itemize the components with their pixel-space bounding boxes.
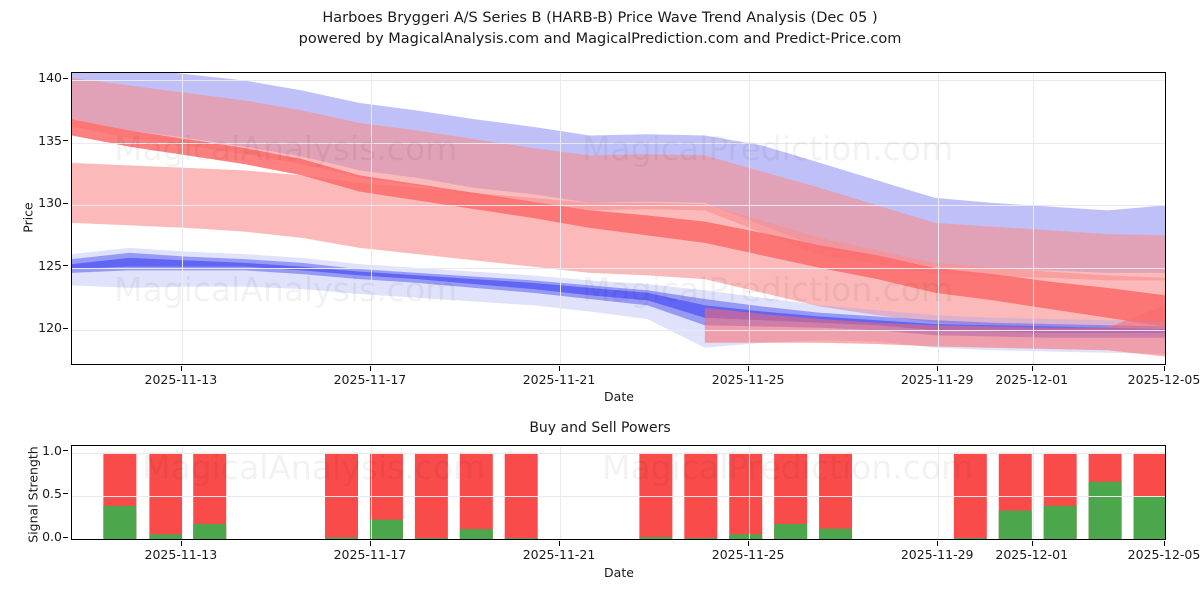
price-plot-area: MagicalAnalysis.com MagicalPrediction.co… bbox=[71, 72, 1166, 365]
buy-power-bar bbox=[639, 537, 673, 539]
price-y-tick-mark bbox=[63, 265, 68, 267]
signal-gridline-v bbox=[181, 446, 183, 539]
price-x-tick-mark bbox=[1164, 366, 1165, 371]
buy-power-bar bbox=[1043, 505, 1077, 539]
price-x-tick: 2025-11-21 bbox=[504, 366, 614, 387]
price-gridline-v bbox=[181, 73, 183, 364]
buy-power-bar bbox=[819, 528, 853, 539]
signal-x-tick: 2025-11-21 bbox=[504, 541, 614, 562]
price-gridline-h bbox=[72, 330, 1165, 332]
signal-x-tick-mark bbox=[1164, 541, 1165, 546]
signal-plot-area: MagicalAnalysis.com MagicalPrediction.co… bbox=[71, 445, 1166, 540]
buy-power-bar bbox=[103, 505, 137, 539]
price-y-tick: 140 bbox=[14, 70, 68, 85]
signal-x-tick: 2025-11-17 bbox=[315, 541, 425, 562]
signal-y-tick-mark bbox=[63, 450, 68, 452]
price-axis-x-label: Date bbox=[604, 389, 634, 404]
price-y-tick: 135 bbox=[14, 133, 68, 148]
signal-gridline-h bbox=[72, 452, 1165, 454]
signal-x-tick-mark bbox=[369, 541, 371, 546]
price-x-tick-mark bbox=[937, 366, 939, 371]
price-gridline-v bbox=[1032, 73, 1034, 364]
price-y-tick: 125 bbox=[14, 258, 68, 273]
buy-power-bar bbox=[149, 534, 183, 539]
chart-title-block: Harboes Bryggeri A/S Series B (HARB-B) P… bbox=[0, 8, 1200, 50]
chart-title-line-2: powered by MagicalAnalysis.com and Magic… bbox=[298, 31, 902, 47]
signal-x-tick: 2025-11-13 bbox=[126, 541, 236, 562]
price-x-tick: 2025-12-01 bbox=[977, 366, 1087, 387]
signal-x-tick: 2025-12-01 bbox=[977, 541, 1087, 562]
signal-x-tick-mark bbox=[1031, 541, 1033, 546]
signal-axis-x-label: Date bbox=[604, 565, 634, 580]
price-gridline-v bbox=[560, 73, 562, 364]
buy-power-bar bbox=[325, 537, 359, 539]
price-band-lower-blue-band-inner bbox=[72, 257, 1165, 333]
buy-power-bar bbox=[504, 538, 538, 539]
price-x-tick-mark bbox=[180, 366, 182, 371]
price-x-tick: 2025-11-17 bbox=[315, 366, 425, 387]
signal-y-tick: 1.0 bbox=[14, 443, 68, 458]
signal-x-tick-mark bbox=[748, 541, 750, 546]
price-y-tick-mark bbox=[63, 202, 68, 204]
price-band-upper-red-band bbox=[72, 78, 1165, 281]
signal-x-tick-mark bbox=[559, 541, 561, 546]
price-axis-y-label: Price bbox=[20, 202, 36, 233]
buy-power-bar bbox=[729, 534, 763, 539]
buy-power-bar bbox=[459, 529, 493, 539]
signal-x-tick: 2025-11-25 bbox=[693, 541, 803, 562]
price-x-tick-mark bbox=[559, 366, 561, 371]
chart-title-line-1: Harboes Bryggeri A/S Series B (HARB-B) P… bbox=[322, 10, 878, 26]
price-gridline-h bbox=[72, 267, 1165, 269]
buy-power-bar bbox=[1088, 481, 1122, 539]
buy-power-bar bbox=[414, 537, 448, 539]
price-x-tick: 2025-11-29 bbox=[882, 366, 992, 387]
price-band-mid-red-band bbox=[72, 162, 1165, 328]
price-y-tick-mark bbox=[63, 140, 68, 142]
price-gridline-h bbox=[72, 142, 1165, 144]
signal-y-tick-mark bbox=[63, 536, 68, 538]
signal-x-tick: 2025-12-05 bbox=[1109, 541, 1200, 562]
signal-gridline-v bbox=[1032, 446, 1034, 539]
buy-power-bar bbox=[1133, 496, 1165, 539]
price-x-tick: 2025-12-05 bbox=[1109, 366, 1200, 387]
signal-y-tick: 0.5 bbox=[14, 486, 68, 501]
price-y-tick-mark bbox=[63, 327, 68, 329]
price-gridline-v bbox=[749, 73, 751, 364]
signal-x-tick: 2025-11-29 bbox=[882, 541, 992, 562]
price-gridline-h bbox=[72, 205, 1165, 207]
signal-gridline-h bbox=[72, 495, 1165, 497]
price-x-tick-mark bbox=[1031, 366, 1033, 371]
price-band-falling-red-trend bbox=[72, 119, 1165, 327]
signal-gridline-v bbox=[560, 446, 562, 539]
price-gridline-v bbox=[370, 73, 372, 364]
signal-y-tick-mark bbox=[63, 493, 68, 495]
price-plot-inner: MagicalAnalysis.com MagicalPrediction.co… bbox=[72, 73, 1165, 364]
signal-gridline-v bbox=[938, 446, 940, 539]
buy-power-bar bbox=[998, 510, 1032, 539]
buy-power-bar bbox=[193, 523, 227, 539]
signal-gridline-v bbox=[749, 446, 751, 539]
price-gridline-h bbox=[72, 80, 1165, 82]
signal-x-tick-mark bbox=[937, 541, 939, 546]
price-x-tick-mark bbox=[748, 366, 750, 371]
signal-y-tick: 0.0 bbox=[14, 529, 68, 544]
signal-chart-title: Buy and Sell Powers bbox=[529, 420, 671, 436]
buy-power-bar bbox=[774, 523, 808, 539]
signal-bars bbox=[103, 452, 1165, 539]
buy-power-bar bbox=[684, 537, 718, 539]
price-x-tick: 2025-11-13 bbox=[126, 366, 236, 387]
price-x-tick-mark bbox=[369, 366, 371, 371]
price-x-tick: 2025-11-25 bbox=[693, 366, 803, 387]
buy-power-bar bbox=[953, 537, 987, 539]
signal-x-tick-mark bbox=[180, 541, 182, 546]
price-y-tick-mark bbox=[63, 77, 68, 79]
price-y-tick: 120 bbox=[14, 320, 68, 335]
buy-power-bar bbox=[369, 519, 403, 539]
price-y-tick: 130 bbox=[14, 195, 68, 210]
price-wave-bands bbox=[72, 73, 1165, 357]
signal-plot-inner: MagicalAnalysis.com MagicalPrediction.co… bbox=[72, 446, 1165, 539]
signal-gridline-v bbox=[370, 446, 372, 539]
price-gridline-v bbox=[938, 73, 940, 364]
